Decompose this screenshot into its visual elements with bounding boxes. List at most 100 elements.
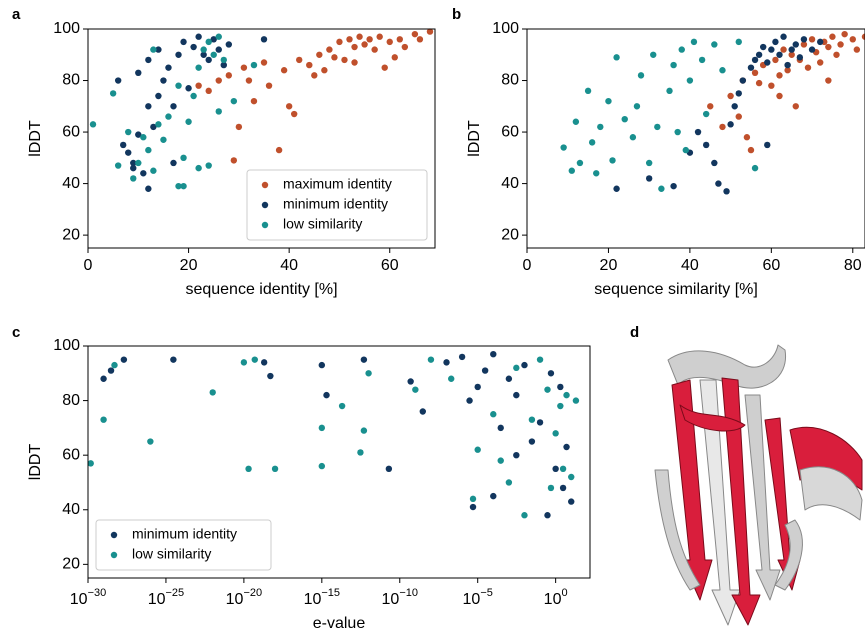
point (715, 180, 722, 187)
point (808, 46, 816, 53)
x-tick-label: 10−15 (304, 587, 340, 608)
point (210, 36, 217, 43)
point (150, 167, 157, 174)
point (235, 123, 243, 131)
y-tick-label: 60 (501, 123, 519, 140)
point (654, 123, 661, 131)
point (180, 182, 187, 190)
point (597, 123, 604, 131)
point (637, 72, 645, 79)
y-tick-label: 80 (62, 392, 80, 409)
point (316, 51, 323, 58)
point (209, 389, 216, 396)
point (170, 159, 177, 167)
x-tick-label: 10−20 (226, 587, 262, 608)
x-axis-label: e-value (313, 615, 366, 632)
point (474, 446, 481, 453)
point (175, 51, 182, 58)
legend-marker (110, 531, 118, 539)
point (205, 162, 212, 169)
point (853, 46, 861, 53)
point (788, 51, 795, 58)
point (275, 146, 283, 154)
point (505, 479, 513, 486)
point (559, 484, 567, 492)
legend-label: low similarity (132, 546, 211, 562)
point (155, 92, 162, 100)
point (723, 188, 730, 195)
point (841, 30, 848, 38)
x-tick-label: 40 (681, 257, 699, 274)
point (563, 391, 570, 399)
point (547, 484, 555, 492)
point (772, 38, 779, 46)
point (694, 128, 702, 136)
point (568, 473, 575, 481)
point (290, 110, 298, 118)
point (552, 465, 559, 473)
point (837, 41, 844, 48)
y-tick-label: 100 (53, 337, 80, 354)
point (351, 59, 358, 66)
point (466, 397, 473, 404)
point (528, 416, 536, 423)
point (426, 28, 434, 35)
point (215, 46, 222, 53)
point (780, 46, 787, 53)
point (772, 56, 779, 64)
point (780, 33, 787, 40)
x-tick-label: 20 (600, 257, 618, 274)
point (711, 159, 718, 167)
point (833, 51, 840, 58)
point (251, 356, 258, 363)
point (318, 361, 326, 369)
point (120, 356, 128, 363)
x-tick-label: 10−10 (382, 587, 418, 608)
point (230, 157, 238, 164)
point (613, 185, 620, 192)
point (215, 77, 222, 84)
chart-panel: c 20 40 60 80 100 10−30 10−25 10−20 10−15 10−10 10−… (12, 324, 591, 632)
point (140, 134, 147, 141)
x-tick-label: 80 (844, 257, 862, 274)
point (513, 391, 520, 399)
x-tick-label: 0 (84, 257, 93, 274)
point (155, 46, 162, 53)
point (323, 391, 330, 399)
point (150, 123, 157, 131)
point (666, 87, 673, 95)
point (285, 103, 293, 110)
point (557, 383, 564, 391)
point (443, 359, 450, 366)
point (719, 123, 726, 131)
point (361, 41, 368, 48)
point (698, 56, 706, 64)
point (572, 397, 580, 404)
point (788, 46, 795, 53)
point (381, 64, 388, 71)
point (776, 92, 783, 100)
point (792, 41, 799, 48)
legend-label: minimum identity (283, 196, 388, 212)
point (114, 77, 122, 84)
point (109, 90, 117, 97)
point (521, 512, 528, 519)
x-tick-label: 100 (544, 587, 568, 608)
point (311, 72, 318, 79)
point (318, 424, 326, 432)
legend-label: minimum identity (132, 526, 237, 542)
point (360, 356, 368, 363)
y-tick-label: 80 (62, 72, 80, 89)
point (411, 30, 419, 38)
point (804, 64, 812, 71)
legend-marker (261, 181, 269, 189)
point (160, 136, 167, 143)
x-tick-label: 0 (523, 257, 532, 274)
point (808, 36, 816, 43)
point (568, 167, 575, 174)
point (135, 159, 142, 167)
y-tick-label: 40 (62, 501, 80, 518)
point (800, 41, 808, 48)
point (155, 121, 162, 128)
point (678, 46, 685, 53)
